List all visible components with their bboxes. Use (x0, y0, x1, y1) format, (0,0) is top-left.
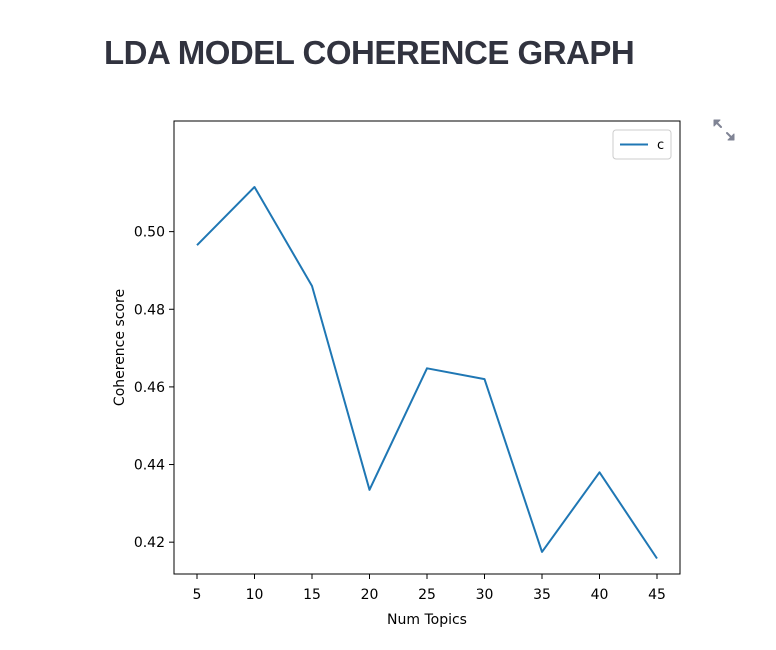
x-tick-label: 15 (303, 587, 321, 603)
page-title: LDA MODEL COHERENCE GRAPH (104, 34, 635, 71)
data-points (196, 186, 658, 559)
x-tick-label: 20 (361, 587, 379, 603)
y-tick-label: 0.44 (134, 458, 165, 474)
y-tick-label: 0.50 (134, 225, 165, 241)
y-axis-label: Coherence score (112, 289, 128, 406)
x-tick-label: 10 (246, 587, 264, 603)
y-tick-label: 0.42 (134, 535, 165, 551)
x-tick-label: 35 (533, 587, 551, 603)
legend: c (612, 129, 672, 160)
x-tick-label: 25 (418, 587, 436, 603)
legend-label-c: c (657, 138, 664, 153)
x-tick-label: 30 (476, 587, 494, 603)
y-axis-ticks: 0.42 0.44 0.46 0.48 0.50 (134, 225, 174, 551)
x-tick-label: 45 (648, 587, 666, 603)
plot-area (173, 120, 681, 575)
x-tick-label: 5 (193, 587, 202, 603)
y-tick-label: 0.48 (134, 302, 165, 318)
x-axis-label: Num Topics (387, 612, 467, 628)
series-line-c (196, 186, 658, 560)
x-tick-label: 40 (591, 587, 609, 603)
y-tick-label: 0.46 (134, 380, 165, 396)
expand-arrows-icon (713, 119, 735, 141)
x-axis-ticks: 5 10 15 20 25 30 35 40 45 (193, 574, 666, 603)
fullscreen-button[interactable] (710, 116, 738, 144)
